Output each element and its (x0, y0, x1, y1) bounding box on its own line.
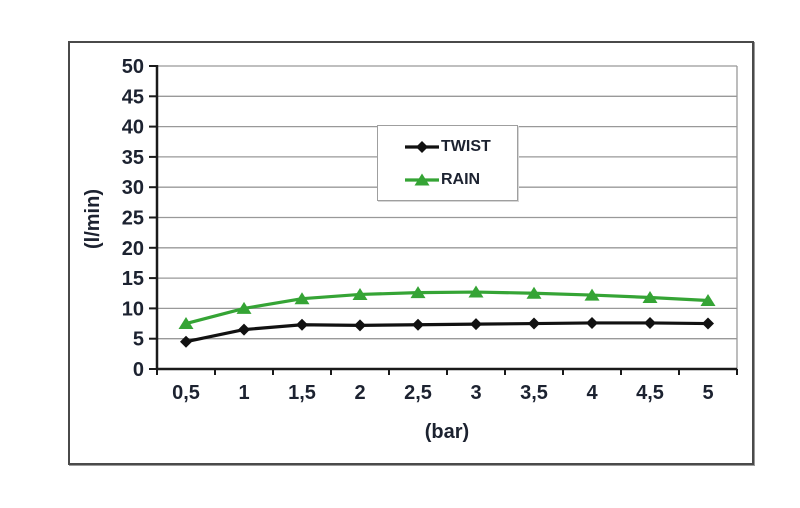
rain-legend-marker (414, 173, 430, 185)
twist-marker (412, 318, 424, 331)
twist-line (184, 321, 710, 344)
legend-label-twist: TWIST (441, 137, 491, 155)
chart-container: 0 5 10 15 20 25 30 35 40 45 50 0,5 1 1,5 2 2,5 3 3,5 4 4,5 5… (68, 41, 754, 465)
twist-marker (702, 317, 714, 330)
x-tick-label: 0,5 (172, 382, 200, 404)
chart-plot-area: 0 5 10 15 20 25 30 35 40 45 50 0,5 1 1,5 2 2,5 3 3,5 4 4,5 5 (122, 56, 738, 404)
rain-marker (236, 301, 252, 314)
rain-series-marker-icon (405, 173, 439, 185)
y-tick-label: 50 (122, 56, 144, 78)
rain-marker (642, 290, 658, 303)
y-tick-label: 40 (122, 117, 144, 139)
y-tick-label: 35 (122, 147, 144, 169)
twist-marker (586, 316, 598, 329)
x-tick-label: 4,5 (636, 382, 664, 404)
y-tick-label: 30 (122, 177, 144, 199)
rain-marker (526, 286, 542, 299)
rain-marker (410, 286, 426, 299)
y-tick-label: 15 (122, 268, 144, 290)
x-tick-label: 3,5 (520, 382, 548, 404)
rain-marker (468, 285, 484, 298)
y-tick-label: 5 (133, 329, 144, 351)
y-tick-label: 20 (122, 238, 144, 260)
rain-marker (352, 287, 368, 300)
x-axis-title: (bar) (424, 421, 470, 443)
rain-line (184, 290, 710, 326)
legend-label-rain: RAIN (441, 170, 481, 188)
legend-item-twist: TWIST (404, 137, 517, 155)
rain-marker (700, 294, 716, 307)
y-tick-label: 10 (122, 298, 144, 320)
x-tick-label: 3 (470, 382, 481, 404)
x-tick-label: 4 (586, 382, 598, 404)
twist-marker (296, 318, 308, 331)
x-tick-label: 1 (238, 382, 249, 404)
y-axis-title: (l/min) (82, 189, 104, 249)
twist-marker (180, 335, 192, 348)
x-tick-label: 2,5 (404, 382, 432, 404)
legend-item-rain: RAIN (404, 170, 517, 188)
x-tick-label: 5 (702, 382, 713, 404)
twist-marker (354, 319, 366, 332)
twist-marker (528, 317, 540, 330)
twist-marker (470, 318, 482, 331)
y-tick-label: 45 (122, 86, 144, 108)
twist-series-marker-icon (405, 140, 439, 153)
x-tick-label: 1,5 (288, 382, 316, 404)
rain-marker (294, 292, 310, 305)
twist-marker (238, 323, 250, 336)
legend: TWIST RAIN (377, 125, 518, 201)
x-tick-label: 2 (354, 382, 365, 404)
twist-legend-marker (416, 140, 428, 153)
y-tick-label: 0 (133, 359, 144, 381)
rain-marker (584, 288, 600, 301)
rain-marker (178, 317, 194, 330)
twist-marker (644, 316, 656, 329)
y-tick-label: 25 (122, 208, 144, 230)
